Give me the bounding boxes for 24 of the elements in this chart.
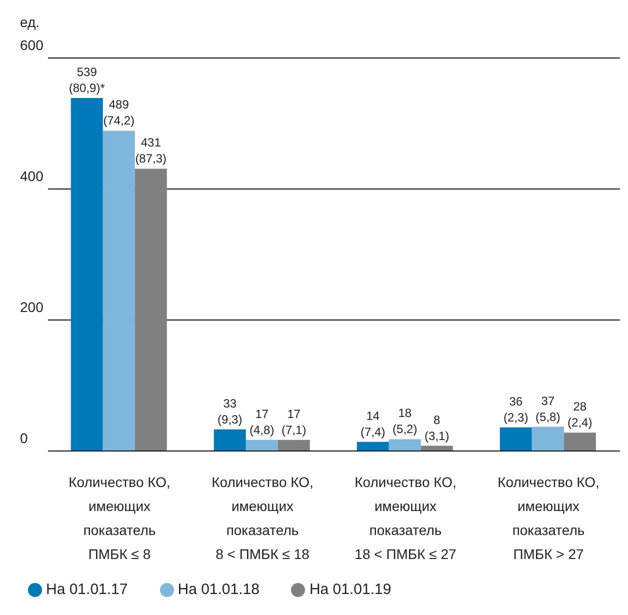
data-label: 8 (3,1)	[424, 412, 450, 443]
data-label: 431 (87,3)	[135, 136, 167, 166]
legend-label: На 01.01.19	[309, 581, 392, 598]
x-tick-label: Количество КО, имеющих показатель ПМБК > 27	[498, 474, 600, 562]
x-tick-label: Количество КО, имеющих показатель 8 < ПМБК ≤ 18	[212, 474, 314, 562]
x-tick-label: Количество КО, имеющих показатель 18 < ПМБК ≤ 27	[354, 474, 457, 562]
y-tick-label: 400	[20, 168, 44, 184]
data-label: 36 (2,3)	[504, 394, 528, 424]
data-label: 17 (7,1)	[282, 406, 306, 437]
x-tick-label: Количество КО, имеющих показатель ПМБК ≤ 8	[68, 474, 170, 562]
data-label: 33 (9,3)	[218, 396, 242, 426]
legend-label: На 01.01.18	[178, 581, 260, 598]
data-label: 18 (5,2)	[392, 406, 418, 436]
y-tick-label: 600	[20, 37, 44, 53]
y-axis-title: ед.	[20, 14, 40, 30]
data-label: 539 (80,9)*	[68, 64, 106, 95]
y-tick-label: 0	[20, 430, 28, 446]
y-tick-label: 200	[20, 299, 44, 315]
data-label: 14 (7,4)	[360, 408, 386, 439]
data-label: 28 (2,4)	[568, 400, 592, 430]
data-label: 37 (5,8)	[536, 394, 560, 424]
data-label: 17 (4,8)	[250, 406, 274, 437]
data-label: 489 (74,2)	[103, 98, 135, 128]
legend-label: На 01.01.17	[46, 581, 128, 598]
